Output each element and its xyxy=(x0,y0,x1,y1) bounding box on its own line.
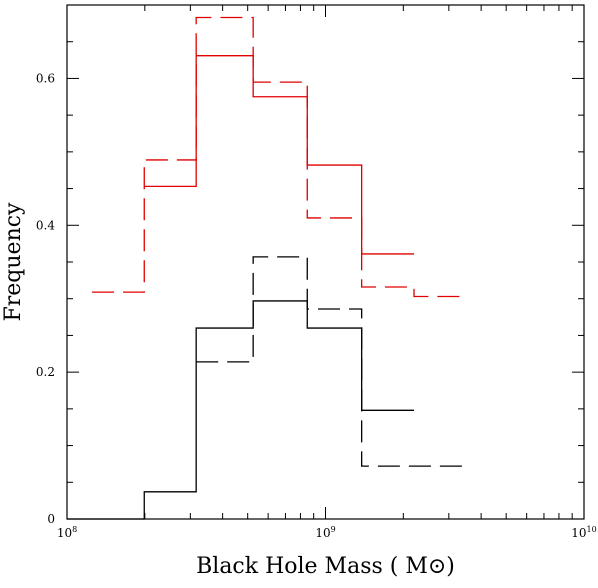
x-tick-label: 1010 xyxy=(571,525,596,540)
x-tick-label-exponent: 9 xyxy=(331,525,336,534)
x-tick-label-base: 10 xyxy=(571,526,586,540)
x-tick-label-base: 10 xyxy=(57,526,72,540)
x-tick-label-base: 10 xyxy=(315,526,330,540)
y-tick-label: 0 xyxy=(47,512,55,526)
x-tick-label-exponent: 10 xyxy=(587,525,597,534)
series-layer xyxy=(67,16,470,520)
y-tick-label: 0.4 xyxy=(36,218,55,232)
x-axis-title: Black Hole Mass ( M⊙) xyxy=(196,554,455,579)
y-axis-title: Frequency xyxy=(1,202,26,322)
x-tick-label: 108 xyxy=(57,525,77,540)
x-tick-label: 109 xyxy=(315,525,335,540)
series-0-solid-line xyxy=(144,55,415,255)
series-3-dashed-line xyxy=(196,256,470,467)
x-tick-label-exponent: 8 xyxy=(72,525,77,534)
y-tick-label: 0.2 xyxy=(36,365,55,379)
series-1-dashed-line xyxy=(92,16,467,298)
y-tick-label: 0.6 xyxy=(36,71,55,85)
